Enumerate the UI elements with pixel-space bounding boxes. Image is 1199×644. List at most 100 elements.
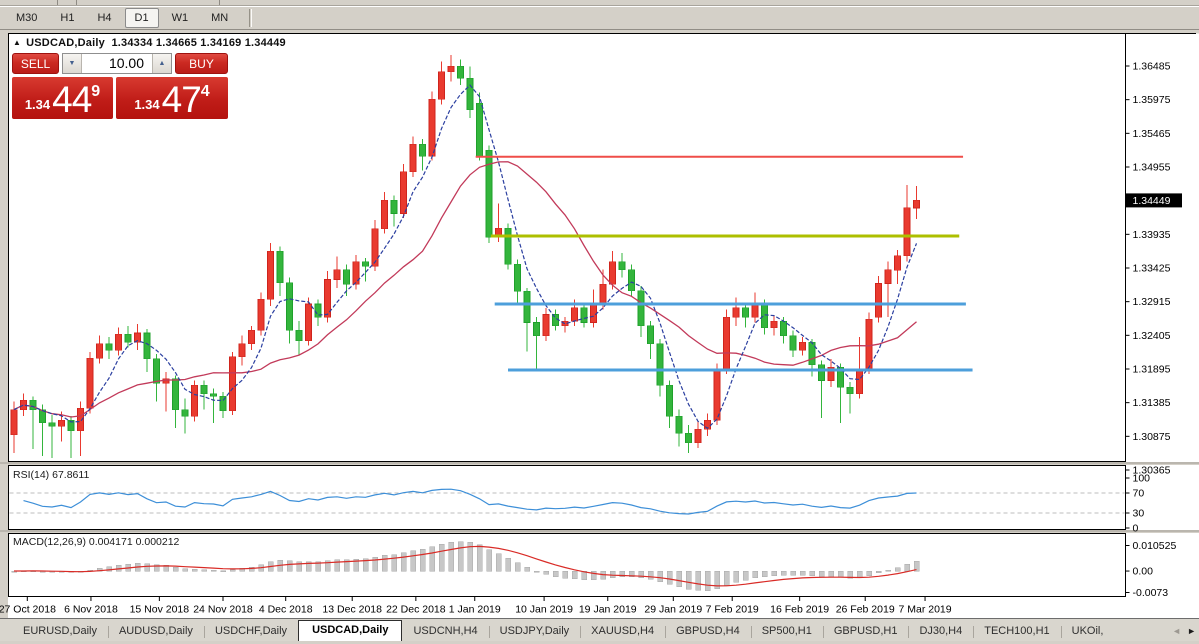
chart-tab-gbpusd-h4[interactable]: GBPUSD,H4 — [665, 622, 751, 641]
chart-tab-dj30-h4[interactable]: DJ30,H4 — [908, 622, 973, 641]
macd-indicator-label: MACD(12,26,9) 0.004171 0.000212 — [13, 536, 179, 548]
svg-text:1.31385: 1.31385 — [1133, 397, 1171, 409]
svg-text:26 Feb 2019: 26 Feb 2019 — [836, 604, 895, 616]
toolbar-separator — [249, 9, 253, 27]
volume-decrease-button[interactable]: ▼ — [63, 54, 82, 73]
svg-text:1.30875: 1.30875 — [1133, 431, 1171, 443]
sell-button[interactable]: SELL — [12, 53, 59, 74]
tab-scroll-right-icon[interactable]: ► — [1187, 626, 1196, 636]
chart-tab-usdchf-daily[interactable]: USDCHF,Daily — [203, 622, 298, 641]
svg-text:-0.0073: -0.0073 — [1133, 587, 1169, 599]
candles-layer — [10, 55, 920, 458]
svg-text:1.30365: 1.30365 — [1133, 464, 1171, 476]
svg-text:1.33425: 1.33425 — [1133, 262, 1171, 274]
chart-tab-usdjpy-daily[interactable]: USDJPY,Daily — [488, 622, 581, 641]
svg-text:1.36485: 1.36485 — [1133, 61, 1171, 73]
chart-tab-eurusd-daily[interactable]: EURUSD,Daily — [23, 625, 97, 637]
tab-scroll-left-icon[interactable]: ◄ — [1172, 626, 1182, 636]
chart-tab-ukoil-[interactable]: UKOil, — [1060, 622, 1115, 641]
timeframe-toolbar: M30 H1 H4 D1 W1 MN — [0, 6, 1199, 30]
timeframe-button-h1[interactable]: H1 — [50, 8, 84, 28]
volume-input[interactable]: 10.00 — [108, 55, 144, 71]
sell-price-big: 44 — [52, 79, 92, 120]
svg-text:1.34955: 1.34955 — [1133, 161, 1171, 173]
rsi-axis: 100 70 30 0 — [1125, 473, 1150, 535]
svg-text:4 Dec 2018: 4 Dec 2018 — [259, 604, 313, 616]
top-toolbar-edge — [0, 0, 1199, 6]
svg-text:1.31895: 1.31895 — [1133, 363, 1171, 375]
chart-ohlc-values: 1.34334 1.34665 1.34169 1.34449 — [111, 37, 286, 49]
svg-text:1.33935: 1.33935 — [1133, 229, 1171, 241]
rsi-indicator-label: RSI(14) 67.8611 — [13, 469, 89, 481]
chart-tab-gbpusd-h1[interactable]: GBPUSD,H1 — [822, 622, 909, 641]
price-axis: 1.36485 1.35975 1.35465 1.34955 1.33935 1.334… — [1125, 61, 1171, 476]
chart-tab-usdcnh-h4[interactable]: USDCNH,H4 — [413, 625, 478, 637]
buy-price-big: 47 — [161, 79, 202, 120]
svg-text:1 Jan 2019: 1 Jan 2019 — [449, 604, 501, 616]
svg-text:7 Feb 2019: 7 Feb 2019 — [706, 604, 759, 616]
svg-text:7 Mar 2019: 7 Mar 2019 — [898, 604, 951, 616]
rsi-panel — [9, 488, 1125, 515]
chart-tab-xauusd-h4[interactable]: XAUUSD,H4 — [580, 622, 665, 641]
chart-tab-sp500-h1[interactable]: SP500,H1 — [750, 622, 823, 641]
svg-text:0.010525: 0.010525 — [1133, 540, 1177, 552]
chart-title: ▲ USDCAD,Daily 1.34334 1.34665 1.34169 1.… — [13, 37, 286, 49]
timeframe-button-h4[interactable]: H4 — [87, 8, 121, 28]
volume-increase-button[interactable]: ▲ — [152, 54, 171, 73]
macd-signal-value: 0.000212 — [135, 536, 180, 548]
svg-text:13 Dec 2018: 13 Dec 2018 — [322, 604, 382, 616]
svg-text:70: 70 — [1133, 488, 1145, 500]
svg-text:30: 30 — [1133, 508, 1145, 520]
one-click-trade-widget: SELL ▼ 10.00 ▲ BUY 1.34 44 9 1.34 47 4 — [12, 53, 228, 119]
svg-text:1.35465: 1.35465 — [1133, 128, 1171, 140]
chart-tab-audusd-daily[interactable]: AUDUSD,Daily — [107, 622, 204, 641]
current-price-tag: 1.34449 — [1126, 193, 1182, 208]
svg-text:1.34449: 1.34449 — [1133, 195, 1171, 207]
moving-averages-layer — [13, 84, 918, 430]
buy-price-prefix: 1.34 — [134, 97, 160, 112]
buy-price-pip: 4 — [200, 83, 210, 100]
svg-text:1.32915: 1.32915 — [1133, 296, 1171, 308]
macd-panel — [11, 541, 920, 591]
svg-text:22 Dec 2018: 22 Dec 2018 — [386, 604, 446, 616]
toolbar-separator — [76, 0, 77, 5]
buy-price-panel[interactable]: 1.34 47 4 — [116, 77, 228, 119]
sell-price-prefix: 1.34 — [24, 97, 51, 112]
sell-price-pip: 9 — [91, 83, 101, 100]
timeframe-button-d1[interactable]: D1 — [124, 8, 159, 28]
svg-text:19 Jan 2019: 19 Jan 2019 — [579, 604, 637, 616]
rsi-value: 67.8611 — [52, 469, 90, 481]
svg-text:0.00: 0.00 — [1133, 566, 1154, 578]
toolbar-separator — [219, 0, 220, 5]
timeframe-button-mn[interactable]: MN — [201, 8, 238, 28]
tab-scroll-arrows: ◄ ► — [1172, 625, 1196, 637]
macd-name: MACD(12,26,9) — [13, 536, 86, 548]
svg-text:10 Jan 2019: 10 Jan 2019 — [515, 604, 573, 616]
chart-tab-bar: EURUSD,Daily AUDUSD,Daily USDCHF,Daily USDC… — [0, 618, 1199, 641]
buy-button[interactable]: BUY — [175, 53, 228, 74]
timeframe-buttons: M30 H1 H4 D1 W1 MN — [6, 8, 241, 28]
svg-text:27 Oct 2018: 27 Oct 2018 — [0, 604, 56, 616]
chart-symbol-label: USDCAD,Daily — [26, 37, 105, 49]
svg-text:0: 0 — [1133, 523, 1139, 535]
sell-price-panel[interactable]: 1.34 44 9 — [12, 77, 113, 119]
timeframe-button-w1[interactable]: W1 — [162, 8, 199, 28]
macd-main-value: 0.004171 — [88, 536, 133, 548]
collapse-arrow-icon[interactable]: ▲ — [13, 38, 22, 47]
rsi-name: RSI(14) — [13, 469, 50, 481]
chart-tab-usdcad-daily[interactable]: USDCAD,Daily — [298, 620, 403, 641]
chart-tab-tech100-h1[interactable]: TECH100,H1 — [973, 622, 1060, 641]
status-bar-edge — [0, 641, 1199, 644]
svg-text:1.32405: 1.32405 — [1133, 330, 1171, 342]
volume-spinner: ▼ 10.00 ▲ — [62, 53, 172, 74]
svg-text:16 Feb 2019: 16 Feb 2019 — [770, 604, 829, 616]
svg-text:1.35975: 1.35975 — [1133, 94, 1171, 106]
horizontal-lines-layer[interactable] — [475, 155, 973, 372]
timeframe-button-m30[interactable]: M30 — [6, 8, 47, 28]
macd-axis: 0.010525 0.00 -0.0073 — [1125, 540, 1177, 599]
svg-text:24 Nov 2018: 24 Nov 2018 — [193, 604, 253, 616]
date-axis: 27 Oct 2018 6 Nov 2018 15 Nov 2018 24 Nov 2… — [0, 597, 952, 616]
svg-text:6 Nov 2018: 6 Nov 2018 — [64, 604, 118, 616]
toolbar-separator — [57, 0, 58, 5]
